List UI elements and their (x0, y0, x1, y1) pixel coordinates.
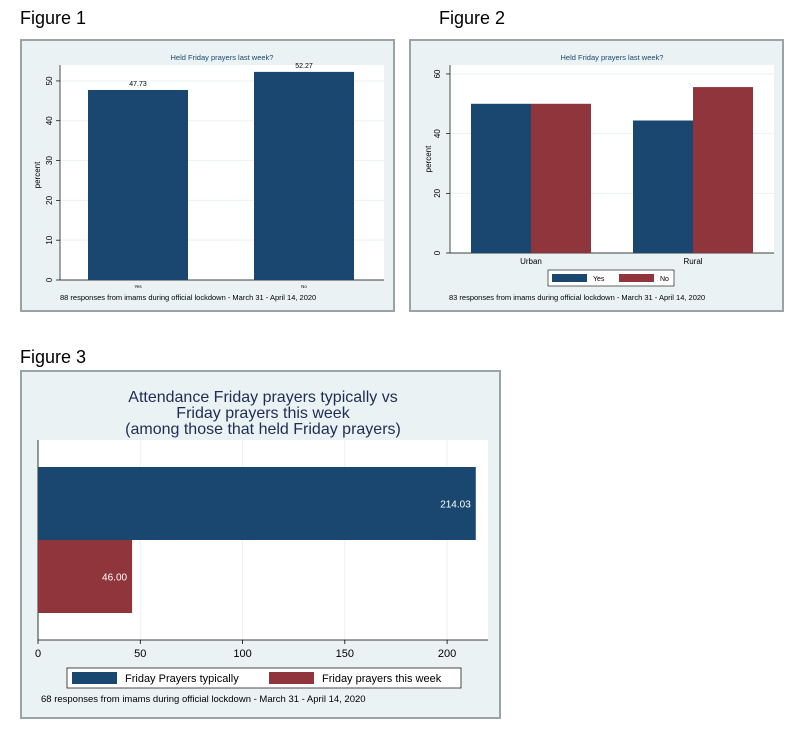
chart-3-xtick-label: 0 (35, 648, 41, 660)
chart-1-ytick-label: 30 (45, 156, 54, 165)
chart-2-bar (693, 87, 753, 253)
chart-1-data-label: 47.73 (129, 81, 147, 88)
figure-3-label: Figure 3 (20, 347, 87, 367)
chart-3-xtick-label: 50 (134, 648, 146, 660)
chart-1-category-label: No (301, 284, 307, 289)
chart-3-note: 68 responses from imams during official … (41, 694, 366, 705)
chart-3-title-line-2: Friday prayers this week (176, 405, 350, 422)
figure-1-chart: Held Friday prayers last week? percent 0… (33, 53, 384, 289)
chart-1-ytick-label: 10 (45, 235, 54, 244)
chart-1-ytick-label: 20 (45, 195, 54, 204)
figure-1-label: Figure 1 (20, 8, 87, 28)
chart-3-data-label: 214.03 (440, 500, 471, 511)
chart-3-bar (38, 540, 133, 613)
chart-2-legend-label: Yes (593, 276, 605, 283)
chart-3-legend-label: Friday Prayers typically (125, 673, 239, 685)
chart-2-bar (633, 120, 693, 253)
chart-2-bar (531, 103, 591, 253)
chart-1-ylabel: percent (33, 161, 42, 188)
chart-2-ylabel: percent (424, 145, 433, 172)
chart-2-bar (471, 103, 531, 253)
chart-2-legend-swatch (619, 274, 654, 282)
chart-1-data-label: 52.27 (295, 63, 313, 70)
chart-2-ytick-label: 40 (433, 129, 442, 138)
chart-2-note: 83 responses from imams during official … (449, 293, 706, 302)
chart-1-ytick-label: 40 (45, 116, 54, 125)
chart-1-ytick-label: 0 (45, 277, 54, 282)
chart-3-data-label: 46.00 (102, 573, 127, 584)
figure-3-panel: Attendance Friday prayers typically vs F… (20, 370, 501, 719)
chart-2-category-label: Urban (520, 257, 542, 266)
chart-3-xtick-label: 100 (233, 648, 251, 660)
chart-3-legend (66, 667, 462, 689)
chart-3-title-line-1: Attendance Friday prayers typically vs (128, 389, 397, 406)
chart-3-bar (38, 467, 476, 540)
figure-2-chart: Held Friday prayers last week? percent 0… (424, 53, 774, 287)
chart-2-legend-label: No (660, 276, 669, 283)
chart-3-xtick-label: 200 (438, 648, 456, 660)
chart-1-bar (254, 71, 354, 280)
chart-3-legend-label: Friday prayers this week (322, 673, 442, 685)
chart-1-note: 88 responses from imams during official … (60, 293, 317, 302)
chart-3-title-line-3: (among those that held Friday prayers) (125, 421, 401, 438)
chart-1-title: Held Friday prayers last week? (171, 53, 274, 62)
chart-3-xtick-label: 150 (336, 648, 354, 660)
chart-3-legend-swatch (72, 672, 117, 684)
figure-2-panel: Held Friday prayers last week? percent 0… (409, 39, 784, 312)
chart-2-ytick-label: 0 (433, 250, 442, 255)
chart-2-category-label: Rural (683, 257, 702, 266)
figure-2-label: Figure 2 (439, 8, 506, 28)
figure-3-chart: Attendance Friday prayers typically vs F… (35, 389, 488, 689)
chart-2-legend-swatch (552, 274, 587, 282)
chart-1-category-label: Yes (134, 284, 142, 289)
figure-1-panel: Held Friday prayers last week? percent 0… (20, 39, 395, 312)
chart-3-legend-swatch (269, 672, 314, 684)
chart-2-title: Held Friday prayers last week? (561, 53, 664, 62)
chart-1-bar (88, 89, 188, 280)
chart-1-ytick-label: 50 (45, 76, 54, 85)
chart-2-ytick-label: 20 (433, 188, 442, 197)
chart-2-ytick-label: 60 (433, 69, 442, 78)
